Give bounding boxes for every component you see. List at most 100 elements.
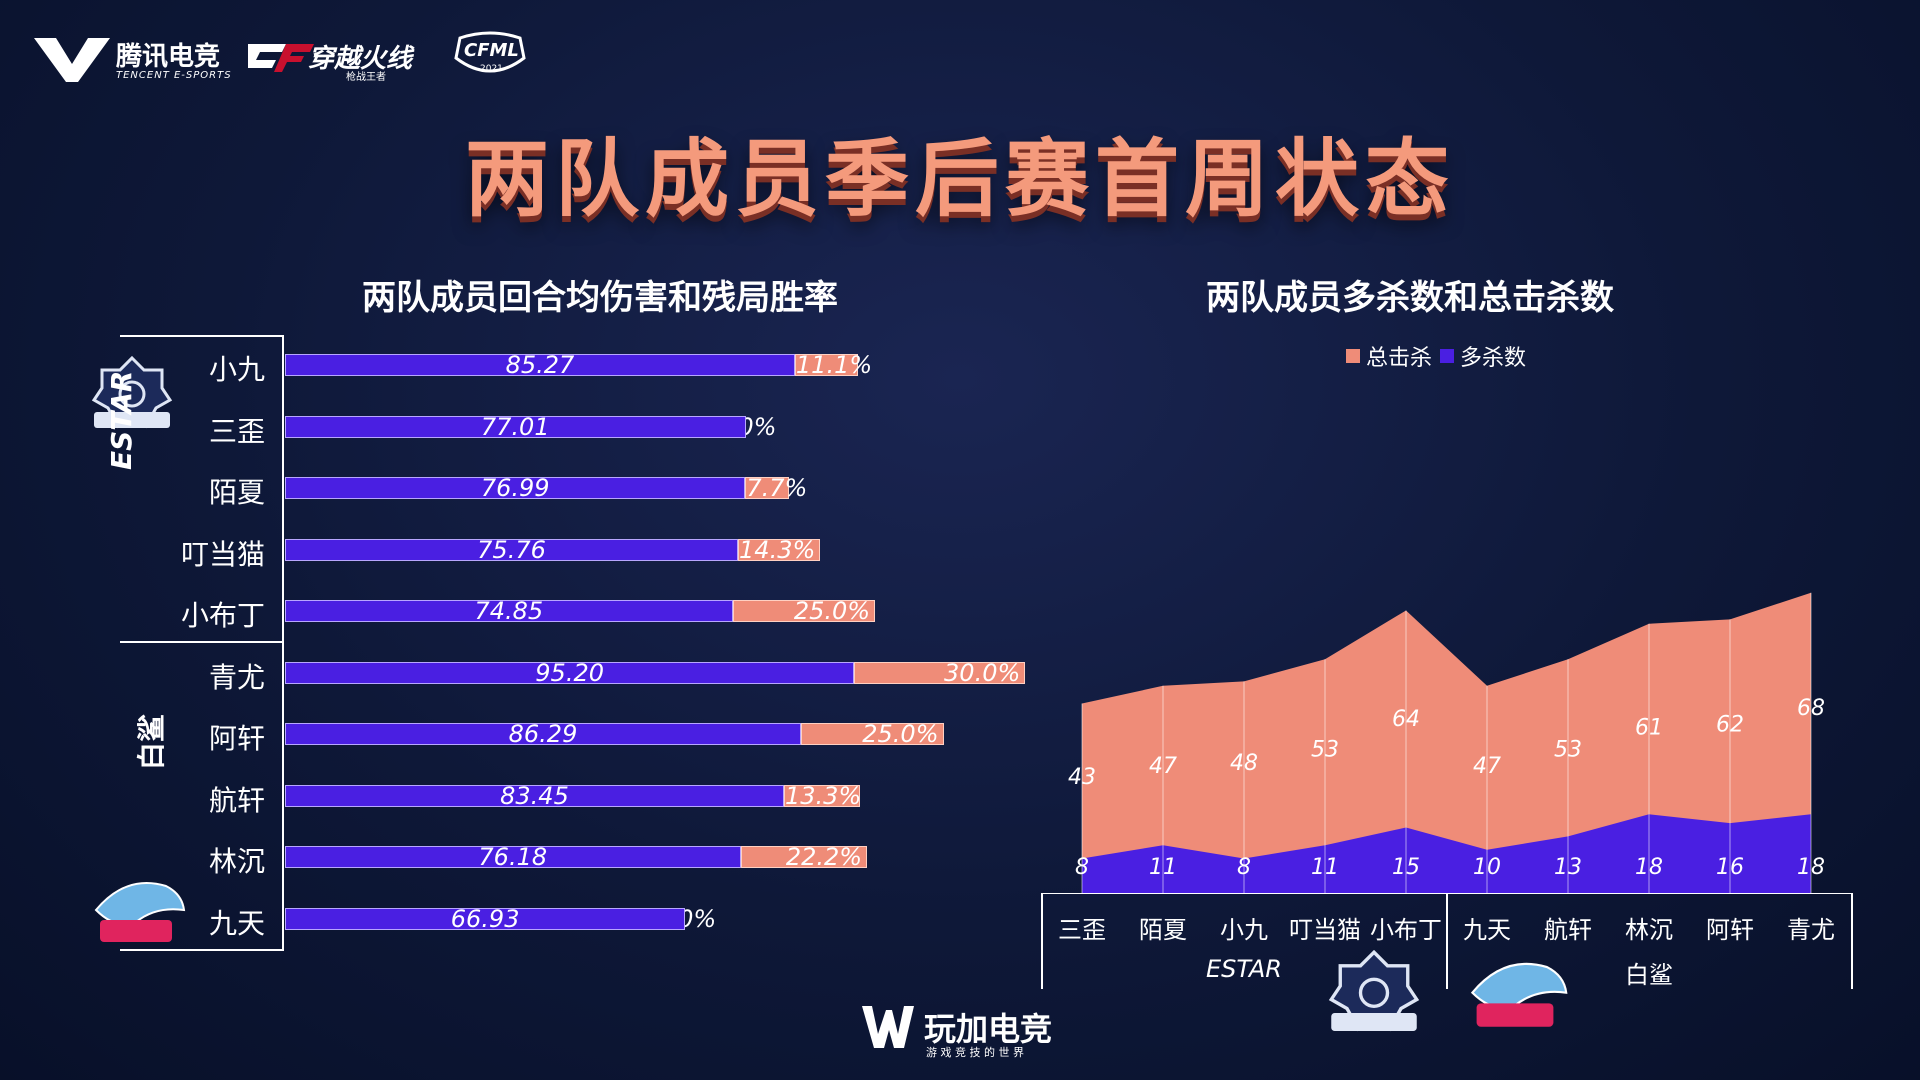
x-tick-label: 三歪 [1058, 916, 1106, 944]
player-name: 叮当猫 [180, 537, 265, 571]
player-bar: 86.29 25.0% [285, 722, 944, 746]
damage-bar: 66.93 [285, 907, 686, 931]
legend-swatch-multi [1440, 349, 1455, 363]
player-name: 小九 [208, 353, 265, 386]
damage-bar: 75.76 [285, 538, 739, 562]
damage-bar: 95.20 [285, 661, 855, 685]
damage-bar: 76.18 [285, 845, 741, 869]
player-name: 陌夏 [208, 476, 265, 509]
winrate-bar: 22.2% [740, 845, 868, 869]
legend-swatch-total [1346, 349, 1360, 363]
player-bar: 74.85 25.0% [285, 599, 876, 623]
damage-bar: 83.45 [285, 784, 785, 808]
total-kills-label: 47 [1473, 754, 1501, 779]
total-kills-label: 53 [1554, 737, 1582, 762]
brand-en: TENCENT E-SPORTS [116, 70, 232, 81]
multi-kills-label: 15 [1392, 855, 1420, 880]
total-kills-label: 68 [1797, 696, 1825, 721]
player-bar: 77.01 [285, 415, 746, 439]
estar-logo-icon [91, 356, 173, 429]
x-axis-frame [1041, 893, 1853, 989]
player-bar: 76.18 22.2% [285, 845, 868, 869]
x-tick-label: 叮当猫 [1289, 916, 1361, 944]
total-kills-label: 47 [1149, 754, 1177, 779]
x-group-label: ESTAR [1206, 955, 1282, 983]
game-logo: 穿越火线 枪战王者 [246, 32, 436, 83]
total-kills-area [1082, 592, 1811, 894]
x-tick-label: 青尤 [1787, 916, 1835, 944]
total-kills-label: 53 [1311, 737, 1339, 762]
league-year: 2021 [480, 64, 503, 74]
total-kills-label: 61 [1635, 715, 1663, 740]
estar-logo-bottom-icon [1328, 950, 1420, 1032]
damage-bar: 77.01 [285, 415, 746, 439]
x-tick-label: 九天 [1463, 916, 1511, 944]
multi-kills-label: 16 [1716, 855, 1744, 880]
total-kills-label: 43 [1068, 765, 1096, 790]
multi-kills-label: 10 [1473, 855, 1501, 880]
right-legend: 总击杀 多杀数 [1346, 340, 1526, 372]
footer-slogan: 游 戏 竞 技 的 世 界 [926, 1046, 1024, 1059]
x-tick-label: 阿轩 [1706, 916, 1754, 944]
x-tick-label: 陌夏 [1139, 916, 1187, 944]
multi-kills-label: 11 [1149, 855, 1177, 880]
left-chart-title: 两队成员回合均伤害和残局胜率 [362, 278, 838, 318]
right-area-chart: 43 8 47 11 48 8 53 11 64 15 47 10 53 13 61 18 62 16 68 18 [1068, 592, 1825, 894]
cfml-shield-icon [454, 31, 526, 73]
player-bar: 66.93 [285, 907, 686, 931]
legend-label-multi: 多杀数 [1460, 346, 1527, 371]
footer-brand: 玩加电竞 [924, 1010, 1053, 1048]
multi-kills-label: 18 [1797, 855, 1825, 880]
x-tick-label: 航轩 [1544, 916, 1592, 944]
game-logo-sub: 枪战王者 [346, 72, 386, 83]
page-title: 两队成员季后赛首周状态 [464, 130, 1455, 228]
multi-kills-label: 18 [1635, 855, 1663, 880]
x-tick-label: 林沉 [1625, 916, 1673, 944]
player-bar: 75.76 14.3% [285, 538, 820, 562]
player-name: 小布丁 [180, 599, 265, 632]
left-chart-frame [120, 335, 284, 951]
wanplus-w-icon [862, 1006, 914, 1048]
total-kills-label: 48 [1230, 751, 1258, 776]
multi-kills-area [1082, 814, 1811, 894]
winrate-bar: 13.3% [784, 781, 862, 810]
damage-bar: 76.99 [285, 476, 746, 500]
player-bar: 83.45 13.3% [285, 781, 862, 810]
winrate-bar: 30.0% [854, 661, 1026, 685]
winrate-bar: 14.3% [738, 538, 820, 562]
damage-bar: 74.85 [285, 599, 733, 623]
cf-logo-icon [248, 44, 314, 72]
x-group-label: 白鲨 [1625, 961, 1673, 989]
baisha-shark-logo-bottom-icon [1470, 962, 1568, 1027]
winrate-bar: 7.7% [745, 474, 808, 502]
league-logo: CFML 2021 [450, 28, 530, 82]
winrate-bar: 11.1% [794, 351, 873, 379]
legend-label-total: 总击杀 [1366, 346, 1433, 371]
player-name: 九天 [208, 906, 265, 940]
total-kills-label: 62 [1716, 713, 1744, 738]
tencent-esports-logo: 腾讯电竞 TENCENT E-SPORTS [34, 32, 254, 86]
player-bar: 85.27 11.1% [285, 351, 873, 379]
total-kills-label: 64 [1392, 707, 1420, 732]
player-name: 阿轩 [208, 722, 265, 755]
league-logo-text: CFML [464, 40, 519, 61]
baisha-shark-logo-icon [94, 882, 186, 942]
x-tick-label: 小布丁 [1370, 916, 1442, 944]
x-tick-label: 小九 [1220, 916, 1268, 944]
player-bar: 76.99 7.7% [285, 474, 808, 502]
multi-kills-label: 8 [1075, 855, 1089, 880]
player-bar: 95.20 30.0% [285, 661, 1026, 685]
winrate-bar: 25.0% [801, 722, 944, 746]
player-name: 林沉 [208, 845, 265, 878]
damage-bar: 86.29 [285, 722, 801, 746]
multi-kills-label: 11 [1311, 855, 1339, 880]
right-chart-title: 两队成员多杀数和总击杀数 [1206, 278, 1614, 318]
footer-logo: 玩加电竞 游 戏 竞 技 的 世 界 [858, 1000, 1078, 1060]
brand-cn: 腾讯电竞 [116, 42, 221, 72]
damage-bar: 85.27 [285, 353, 795, 377]
player-name: 三歪 [208, 414, 265, 448]
player-name: 航轩 [208, 783, 265, 817]
multi-kills-label: 13 [1554, 855, 1582, 880]
game-logo-text: 穿越火线 [308, 44, 413, 74]
